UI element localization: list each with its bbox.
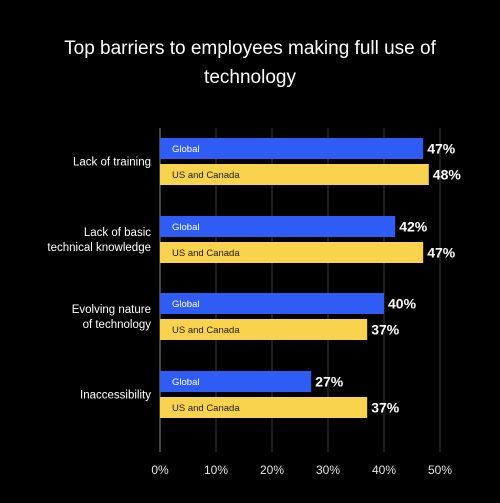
- category-label-line: Inaccessibility: [80, 390, 151, 402]
- x-tick-label: 0%: [151, 463, 169, 477]
- bar-global: [160, 371, 312, 392]
- bar-us-canada: [160, 164, 429, 185]
- x-tick-label: 30%: [316, 463, 340, 477]
- x-tick-label: 20%: [260, 463, 284, 477]
- data-label: 47%: [427, 245, 456, 261]
- data-label: 37%: [371, 322, 400, 338]
- bar-global: [160, 216, 396, 237]
- bar-global: [160, 293, 384, 314]
- bar-us-canada: [160, 319, 368, 340]
- category-label: Lack of basic technical knowledge: [47, 227, 151, 254]
- data-label: 40%: [388, 296, 417, 312]
- series-label: Global: [172, 377, 199, 388]
- series-label: US and Canada: [172, 403, 240, 414]
- series-label: Global: [172, 299, 199, 310]
- category-label-line: Evolving nature: [72, 304, 151, 316]
- category-label: Inaccessibility: [80, 390, 151, 402]
- x-tick-label: 10%: [204, 463, 228, 477]
- series-label: US and Canada: [172, 170, 240, 181]
- category-label: Evolving nature of technology: [72, 304, 152, 331]
- category-label-line: technical knowledge: [47, 242, 151, 254]
- category-label-line: Lack of training: [73, 157, 151, 169]
- labels: 0% 10% 20% 30% 40% 50% Lack of training Lack of…: [47, 141, 461, 478]
- data-label: 48%: [433, 167, 462, 183]
- series-label: US and Canada: [172, 248, 240, 259]
- bar-global: [160, 138, 424, 159]
- data-label: 27%: [315, 374, 344, 390]
- category-label-line: Lack of basic: [84, 227, 151, 239]
- category-label-line: of technology: [83, 319, 152, 331]
- bars: [160, 138, 429, 418]
- series-label: Global: [172, 144, 199, 155]
- bar-us-canada: [160, 397, 368, 418]
- data-label: 37%: [371, 400, 400, 416]
- x-tick-label: 50%: [428, 463, 452, 477]
- category-label: Lack of training: [73, 157, 151, 169]
- series-label: Global: [172, 222, 199, 233]
- bar-us-canada: [160, 242, 424, 263]
- data-label: 47%: [427, 141, 456, 157]
- series-label: US and Canada: [172, 325, 240, 336]
- x-tick-label: 40%: [372, 463, 396, 477]
- data-label: 42%: [399, 219, 428, 235]
- chart-title: Top barriers to employees making full us…: [64, 38, 436, 88]
